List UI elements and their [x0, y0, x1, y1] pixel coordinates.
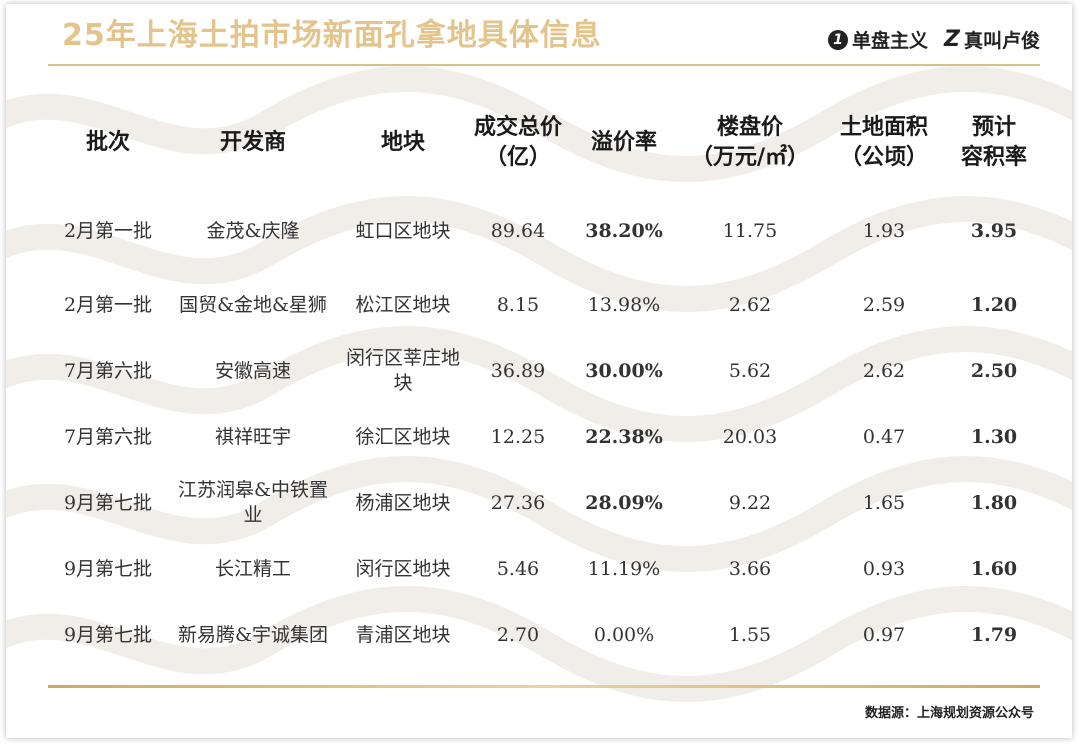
cell-land-area: 1.93: [862, 219, 906, 242]
table-row: 7月第六批 安徽高速 闵行区莘庄地块 36.89 30.00% 5.62 2.62 2.50: [48, 338, 1040, 404]
column-header-plot: 地块: [380, 129, 425, 155]
cell-plot: 闵行区莘庄地块: [345, 347, 460, 394]
cell-house-price: 5.62: [728, 359, 772, 382]
cell-batch: 2月第一批: [63, 219, 153, 242]
cell-batch: 7月第六批: [63, 359, 153, 382]
background-pattern: [6, 66, 1072, 702]
brand-zhenjiaolujun: Z 真叫卢俊: [944, 26, 1040, 53]
cell-premium-rate: 0.00%: [593, 623, 655, 646]
cell-premium-rate: 13.98%: [587, 293, 661, 316]
cell-house-price: 11.75: [722, 219, 778, 242]
page-title: 25年上海土拍市场新面孔拿地具体信息: [62, 18, 602, 53]
cell-far: 1.80: [970, 491, 1018, 514]
cell-batch: 2月第一批: [63, 293, 153, 316]
cell-total-price: 12.25: [490, 425, 546, 448]
cell-developer: 新易腾&宇诚集团: [178, 623, 328, 646]
danpan-logo-icon: 1: [828, 29, 849, 50]
cell-developer: 金茂&庆隆: [206, 219, 300, 242]
cell-far: 1.79: [970, 623, 1018, 646]
brand-danpanzhuyi: 1 单盘主义: [828, 26, 928, 53]
cell-plot: 徐汇区地块: [355, 425, 451, 448]
cell-house-price: 9.22: [728, 491, 772, 514]
cell-total-price: 89.64: [490, 219, 546, 242]
cell-plot: 青浦区地块: [355, 623, 451, 646]
cell-land-area: 0.93: [862, 557, 906, 580]
cell-premium-rate: 11.19%: [587, 557, 661, 580]
footer-divider: [48, 685, 1040, 688]
cell-land-area: 0.97: [862, 623, 906, 646]
cell-house-price: 1.55: [728, 623, 772, 646]
table-body: 2月第一批 金茂&庆隆 虹口区地块 89.64 38.20% 11.75 1.93 3.95 2…: [48, 180, 1040, 668]
data-source-note: 数据源：上海规划资源公众号: [864, 706, 1034, 721]
cell-far: 1.20: [970, 293, 1018, 316]
cell-total-price: 36.89: [490, 359, 546, 382]
brand-bar: 1 单盘主义 Z 真叫卢俊: [828, 26, 1040, 53]
table-row: 7月第六批 祺祥旺宇 徐汇区地块 12.25 22.38% 20.03 0.47 1.30: [48, 404, 1040, 470]
cell-batch: 9月第七批: [63, 557, 153, 580]
cell-batch: 7月第六批: [63, 425, 153, 448]
cell-developer: 祺祥旺宇: [214, 425, 291, 448]
header-divider: [48, 64, 1040, 66]
cell-land-area: 2.62: [862, 359, 906, 382]
cell-premium-rate: 30.00%: [585, 359, 663, 382]
cell-far: 2.50: [970, 359, 1018, 382]
table-row: 9月第七批 长江精工 闵行区地块 5.46 11.19% 3.66 0.93 1.60: [48, 536, 1040, 602]
column-header-batch: 批次: [85, 129, 130, 155]
column-header-developer: 开发商: [219, 129, 286, 155]
cell-total-price: 2.70: [496, 623, 540, 646]
cell-developer: 长江精工: [214, 557, 291, 580]
cell-far: 3.95: [970, 219, 1018, 242]
cell-plot: 杨浦区地块: [355, 491, 451, 514]
brand-2-label: 真叫卢俊: [963, 30, 1040, 52]
cell-total-price: 27.36: [490, 491, 546, 514]
cell-premium-rate: 22.38%: [585, 425, 663, 448]
cell-total-price: 8.15: [496, 293, 540, 316]
cell-premium-rate: 38.20%: [585, 219, 663, 242]
cell-plot: 松江区地块: [355, 293, 451, 316]
cell-far: 1.30: [970, 425, 1018, 448]
cell-premium-rate: 28.09%: [585, 491, 663, 514]
brand-1-label: 单盘主义: [852, 30, 929, 52]
cell-developer: 安徽高速: [214, 359, 291, 382]
infographic-card: 25年上海土拍市场新面孔拿地具体信息 1 单盘主义 Z 真叫卢俊 批次 开发商 …: [6, 4, 1072, 738]
cell-land-area: 1.65: [862, 491, 906, 514]
cell-house-price: 20.03: [722, 425, 778, 448]
cell-far: 1.60: [970, 557, 1018, 580]
column-header-far: 预计 容积率: [960, 114, 1027, 170]
table-row: 9月第七批 新易腾&宇诚集团 青浦区地块 2.70 0.00% 1.55 0.97 1.79: [48, 602, 1040, 668]
column-header-house-price: 楼盘价 （万元/㎡）: [690, 114, 810, 170]
cell-batch: 9月第七批: [63, 491, 153, 514]
column-header-total-price: 成交总价 （亿）: [473, 114, 562, 170]
table-header-row: 批次 开发商 地块 成交总价 （亿） 溢价率 楼盘价 （万元/㎡） 土地面积 （公顷）…: [48, 104, 1040, 180]
cell-plot: 虹口区地块: [355, 219, 451, 242]
cell-batch: 9月第七批: [63, 623, 153, 646]
column-header-premium-rate: 溢价率: [590, 129, 657, 155]
table-row: 2月第一批 金茂&庆隆 虹口区地块 89.64 38.20% 11.75 1.93 3.95: [48, 180, 1040, 272]
zhenjiao-logo-icon: Z: [944, 27, 960, 52]
cell-house-price: 3.66: [728, 557, 772, 580]
table-row: 2月第一批 国贸&金地&星狮 松江区地块 8.15 13.98% 2.62 2.59 1.20: [48, 272, 1040, 338]
cell-total-price: 5.46: [496, 557, 540, 580]
cell-developer: 国贸&金地&星狮: [179, 293, 327, 316]
table-row: 9月第七批 江苏润皋&中铁置业 杨浦区地块 27.36 28.09% 9.22 1.65 1.…: [48, 470, 1040, 536]
cell-plot: 闵行区地块: [355, 557, 451, 580]
column-header-land-area: 土地面积 （公顷）: [839, 114, 928, 170]
cell-house-price: 2.62: [728, 293, 772, 316]
land-deals-table: 批次 开发商 地块 成交总价 （亿） 溢价率 楼盘价 （万元/㎡） 土地面积 （公顷）…: [48, 104, 1040, 668]
cell-developer: 江苏润皋&中铁置业: [178, 479, 328, 526]
cell-land-area: 2.59: [862, 293, 906, 316]
cell-land-area: 0.47: [862, 425, 906, 448]
